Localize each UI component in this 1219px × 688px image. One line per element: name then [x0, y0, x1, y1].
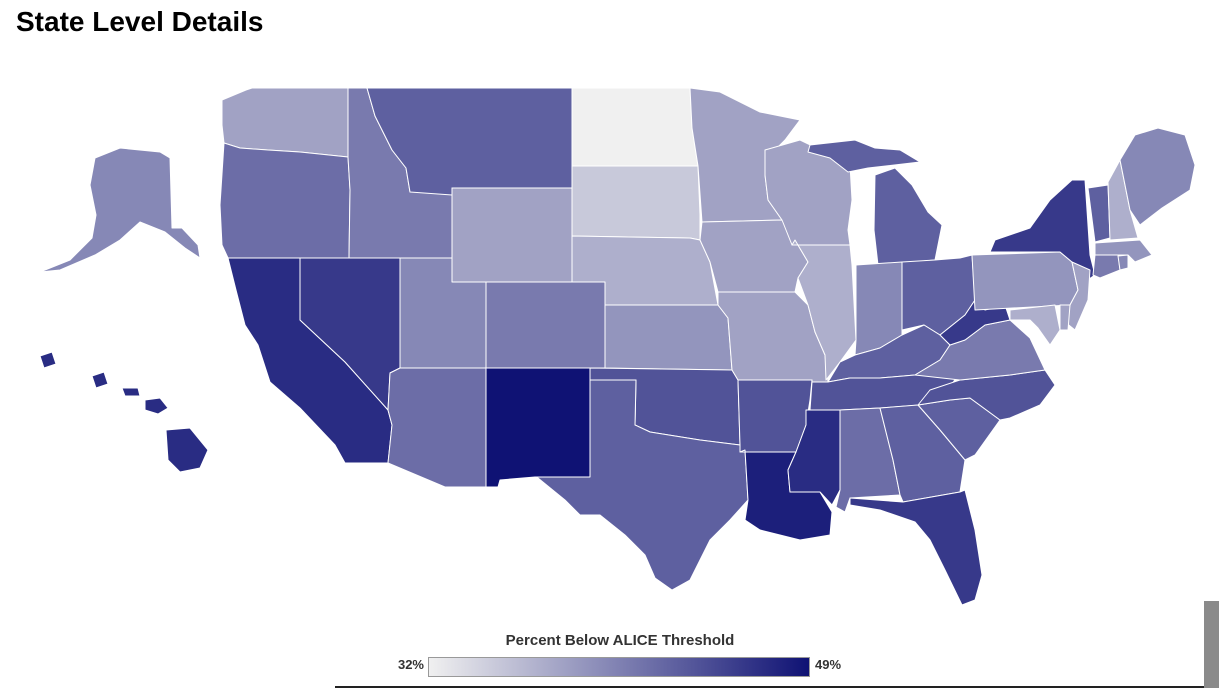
state-ks[interactable]: Kansas — [604, 304, 733, 371]
state-nj[interactable]: New Jersey — [1064, 261, 1091, 331]
state-wy[interactable]: Wyoming — [451, 187, 573, 283]
state-hi[interactable]: Hawaii — [144, 397, 169, 415]
state-ct[interactable]: Connecticut — [1092, 252, 1121, 279]
state-wv[interactable]: West Virginia — [939, 299, 1011, 346]
state-tx[interactable]: Texas — [534, 379, 749, 591]
state-nm[interactable]: New Mexico — [485, 367, 591, 488]
state-il[interactable]: Illinois — [791, 239, 857, 381]
state-nc[interactable]: North Carolina — [917, 369, 1056, 421]
state-mi[interactable]: Michigan — [807, 139, 921, 173]
state-de[interactable]: Delaware — [1059, 304, 1071, 331]
states-layer: WashingtonOregonCaliforniaNevadaIdahoMon… — [39, 87, 1196, 606]
state-az[interactable]: Arizona — [387, 367, 487, 488]
legend-title: Percent Below ALICE Threshold — [505, 632, 735, 649]
legend-min-label: 32% — [397, 657, 424, 672]
state-hi[interactable]: Hawaii — [165, 427, 209, 473]
bottom-divider — [335, 686, 1204, 688]
state-md[interactable]: Maryland — [1009, 304, 1061, 346]
state-mi[interactable]: Michigan — [873, 167, 943, 266]
state-vt[interactable]: Vermont — [1087, 184, 1111, 243]
state-ny[interactable]: New York — [989, 179, 1096, 286]
state-wa[interactable]: Washington — [221, 87, 349, 158]
legend-max-label: 49% — [815, 657, 842, 672]
state-ri[interactable]: Rhode Island — [1117, 254, 1129, 271]
state-nh[interactable]: New Hampshire — [1107, 159, 1139, 241]
state-or[interactable]: Oregon — [219, 142, 351, 259]
scrollbar-thumb[interactable] — [1204, 601, 1219, 688]
state-hi[interactable]: Hawaii — [39, 351, 57, 369]
state-hi[interactable]: Hawaii — [91, 371, 109, 389]
page-title: State Level Details — [16, 6, 264, 37]
state-hi[interactable]: Hawaii — [121, 387, 141, 397]
state-ma[interactable]: Massachusetts — [1094, 239, 1153, 263]
legend-gradient-bar — [428, 657, 810, 677]
state-me[interactable]: Maine — [1119, 127, 1196, 226]
state-sd[interactable]: South Dakota — [571, 165, 701, 241]
state-fl[interactable]: Florida — [849, 489, 983, 606]
state-co[interactable]: Colorado — [485, 281, 606, 369]
state-ak[interactable]: Alaska — [39, 147, 201, 273]
state-pa[interactable]: Pennsylvania — [971, 251, 1079, 311]
state-nd[interactable]: North Dakota — [571, 87, 699, 167]
